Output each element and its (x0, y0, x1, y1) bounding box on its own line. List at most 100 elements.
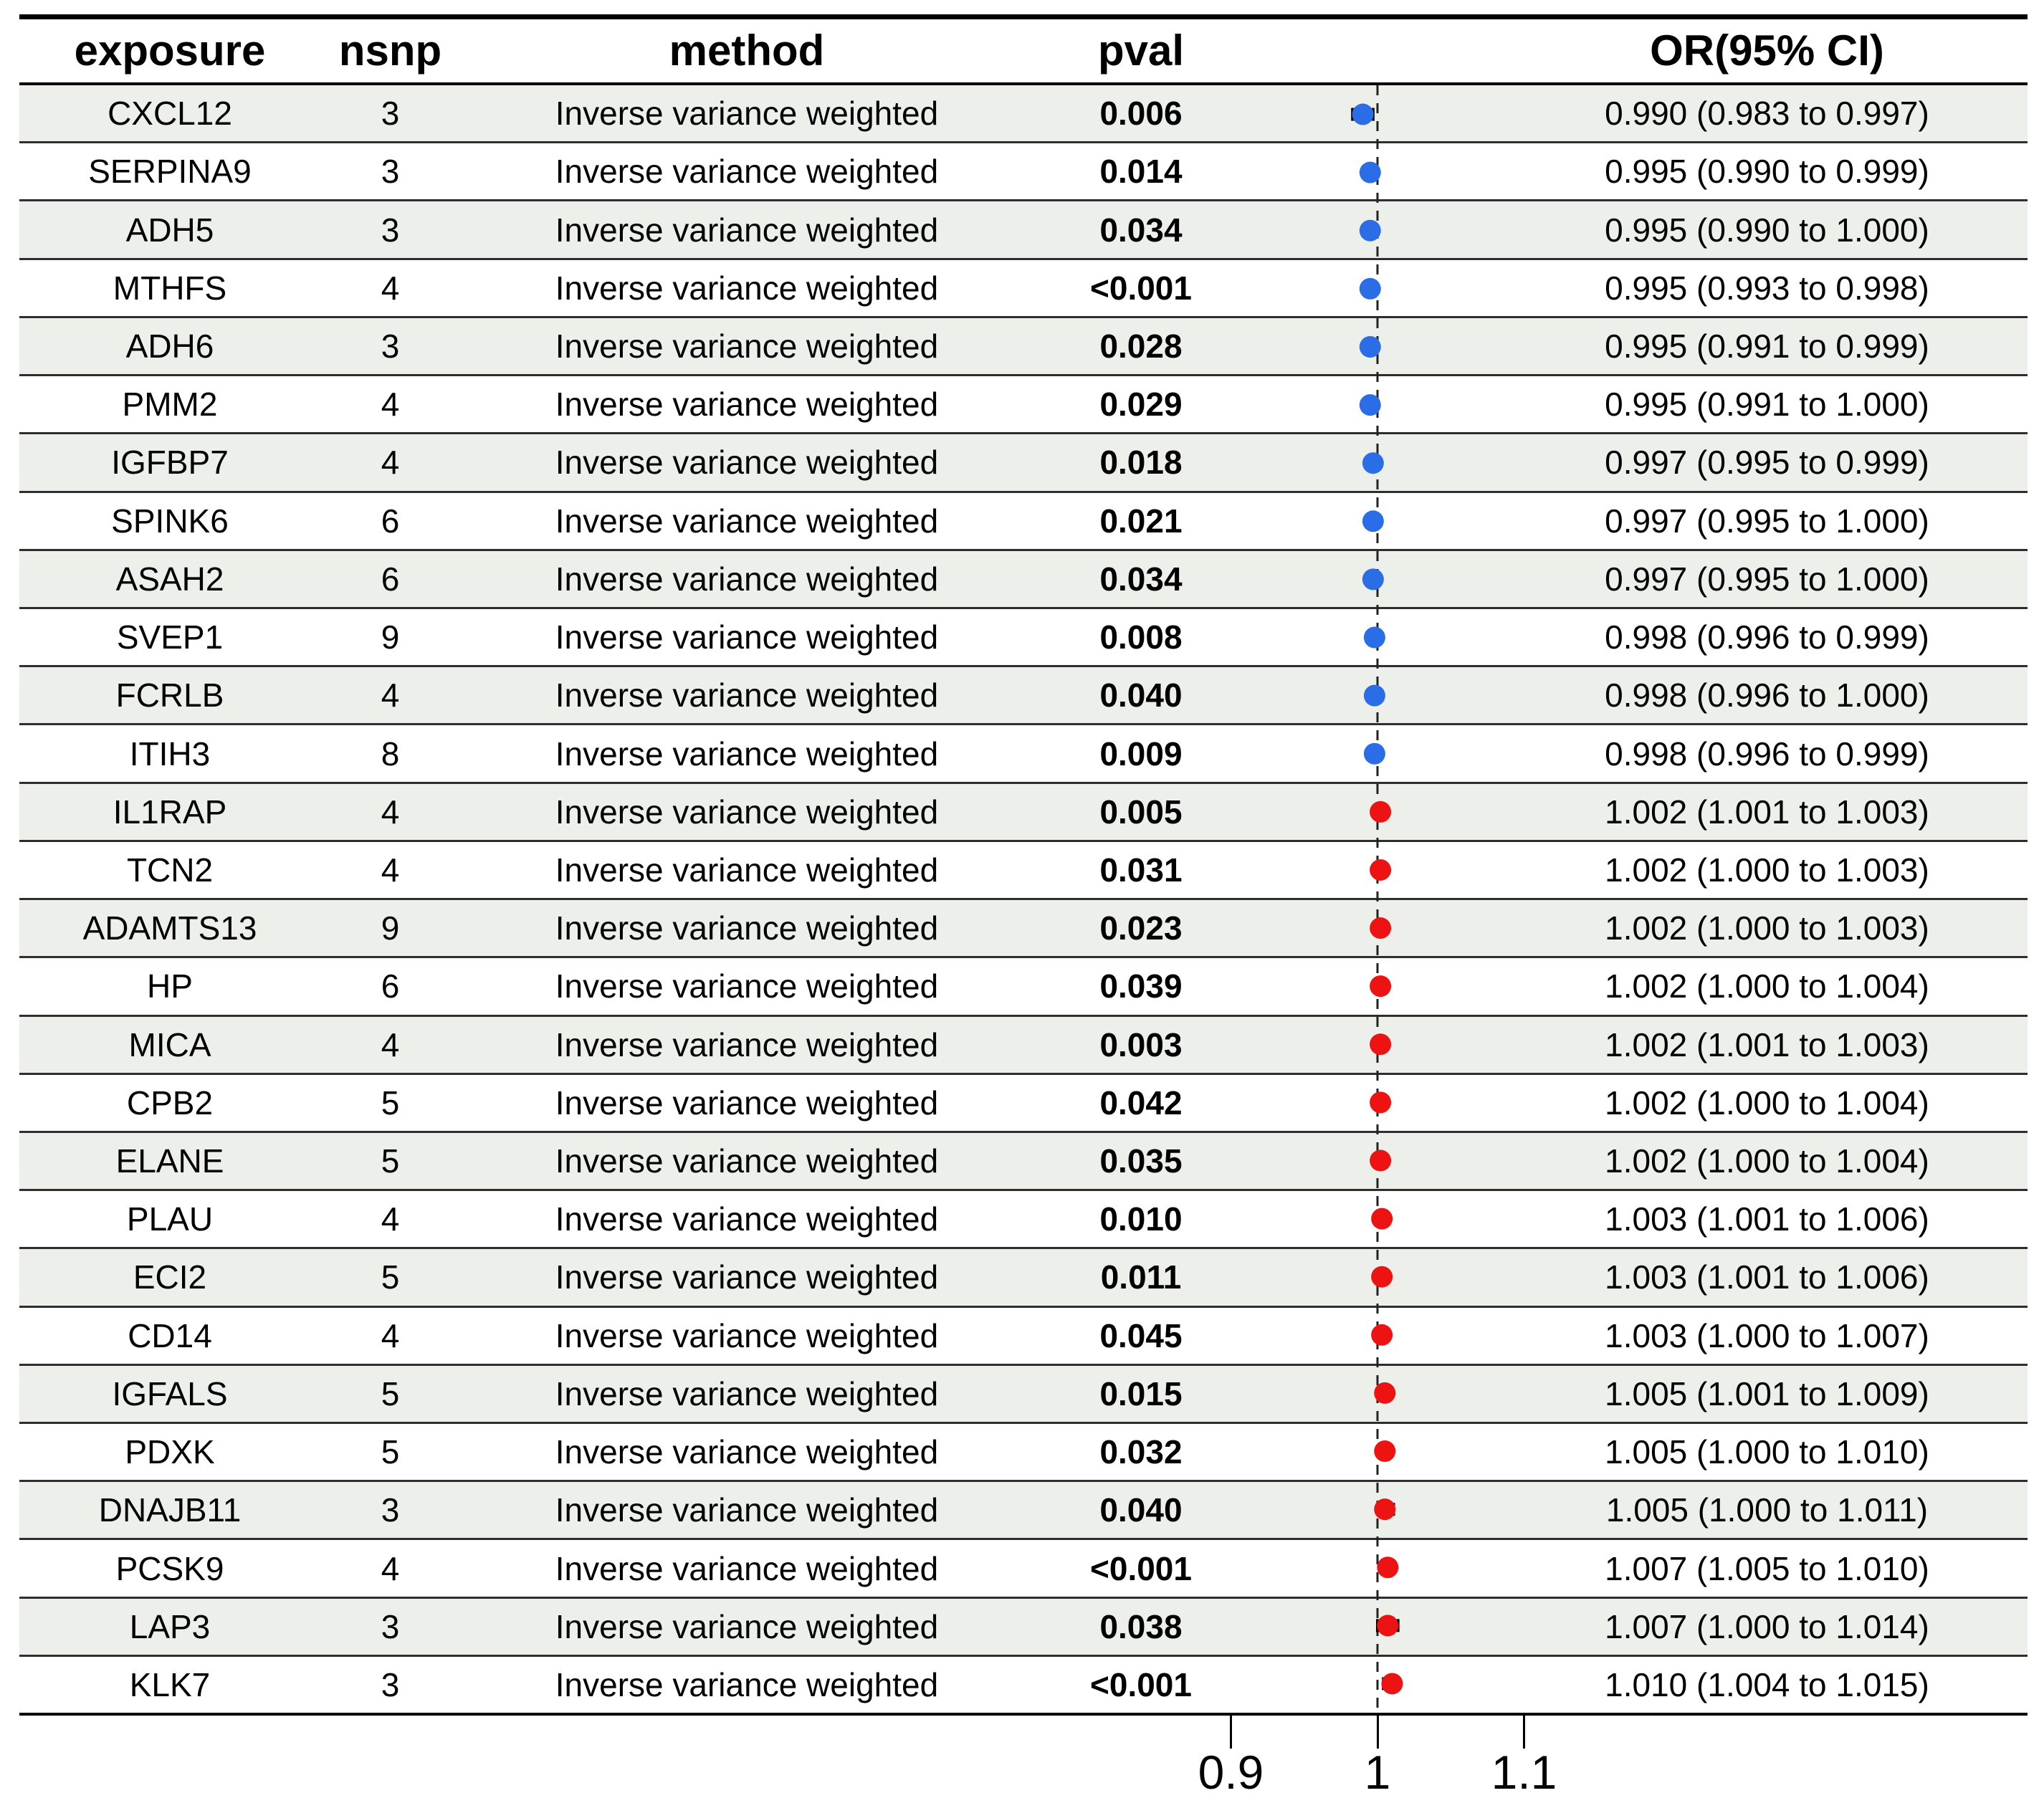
table-row: HP 6 Inverse variance weighted 0.039 1.002 (… (19, 956, 2028, 1015)
table-row: PLAU 4 Inverse variance weighted 0.010 1.003… (19, 1189, 2028, 1248)
cell-or-ci: 0.997 (0.995 to 0.999) (1605, 444, 1929, 482)
cell-pval: 0.038 (1099, 1607, 1183, 1645)
cell-or-ci: 0.998 (0.996 to 0.999) (1605, 618, 1929, 656)
table-row: SVEP1 9 Inverse variance weighted 0.008 0.99… (19, 606, 2028, 666)
cell-pval: 0.011 (1100, 1258, 1182, 1296)
cell-exposure: DNAJB11 (98, 1491, 242, 1529)
cell-or-ci: 0.995 (0.991 to 1.000) (1605, 386, 1929, 424)
cell-method: Inverse variance weighted (555, 1084, 939, 1122)
cell-exposure: KLK7 (129, 1666, 211, 1704)
cell-exposure: ADAMTS13 (82, 909, 257, 947)
cell-exposure: TCN2 (126, 851, 214, 889)
x-axis-tick-label: 1 (1364, 1746, 1391, 1798)
cell-or-ci: 0.995 (0.991 to 0.999) (1605, 327, 1929, 365)
cell-method: Inverse variance weighted (555, 211, 939, 249)
cell-or-ci: 0.990 (0.983 to 0.997) (1605, 95, 1929, 133)
cell-or-ci: 1.003 (1.001 to 1.006) (1605, 1200, 1929, 1238)
cell-pval: 0.014 (1099, 153, 1183, 191)
cell-or-ci: 0.998 (0.996 to 1.000) (1605, 676, 1929, 714)
cell-method: Inverse variance weighted (555, 1374, 939, 1412)
cell-exposure: SERPINA9 (88, 153, 252, 191)
cell-pval: 0.034 (1099, 560, 1183, 598)
cell-pval: 0.008 (1099, 618, 1183, 656)
table-row: PCSK9 4 Inverse variance weighted <0.001 1.0… (19, 1538, 2028, 1597)
cell-method: Inverse variance weighted (555, 95, 939, 133)
cell-pval: 0.039 (1099, 967, 1183, 1005)
table-row: MTHFS 4 Inverse variance weighted <0.001 0.9… (19, 257, 2028, 316)
cell-method: Inverse variance weighted (555, 793, 939, 831)
table-row: IGFALS 5 Inverse variance weighted 0.015 1.0… (19, 1363, 2028, 1422)
column-header-pval: pval (1097, 27, 1185, 75)
cell-nsnp: 4 (381, 851, 400, 889)
cell-nsnp: 4 (381, 444, 400, 482)
x-axis-tick-label: 1.1 (1491, 1746, 1557, 1798)
cell-or-ci: 1.007 (1.005 to 1.010) (1605, 1549, 1929, 1587)
cell-method: Inverse variance weighted (555, 1666, 939, 1704)
cell-method: Inverse variance weighted (555, 1549, 939, 1587)
cell-exposure: IGFALS (112, 1374, 228, 1412)
table-row: ADH6 3 Inverse variance weighted 0.028 0.995… (19, 315, 2028, 375)
cell-nsnp: 9 (381, 618, 400, 656)
cell-or-ci: 1.002 (1.000 to 1.004) (1605, 1142, 1929, 1180)
cell-or-ci: 1.010 (1.004 to 1.015) (1605, 1666, 1929, 1704)
cell-or-ci: 1.002 (1.001 to 1.003) (1605, 1025, 1929, 1063)
cell-method: Inverse variance weighted (555, 444, 939, 482)
cell-method: Inverse variance weighted (555, 909, 939, 947)
cell-exposure: PDXK (125, 1433, 215, 1471)
cell-or-ci: 1.003 (1.001 to 1.006) (1605, 1258, 1929, 1296)
table-row: PMM2 4 Inverse variance weighted 0.029 0.995… (19, 374, 2028, 433)
cell-pval: 0.028 (1099, 327, 1183, 365)
cell-exposure: LAP3 (129, 1607, 211, 1645)
cell-or-ci: 1.002 (1.001 to 1.003) (1605, 793, 1929, 831)
cell-nsnp: 3 (381, 327, 400, 365)
table-row: KLK7 3 Inverse variance weighted <0.001 1.01… (19, 1654, 2028, 1713)
cell-pval: 0.045 (1099, 1316, 1183, 1354)
cell-nsnp: 4 (381, 269, 400, 307)
header-separator-line (19, 82, 2028, 85)
cell-or-ci: 1.005 (1.000 to 1.010) (1605, 1433, 1929, 1471)
cell-pval: 0.015 (1099, 1374, 1183, 1412)
table-row: IL1RAP 4 Inverse variance weighted 0.005 1.0… (19, 781, 2028, 840)
table-row: ECI2 5 Inverse variance weighted 0.011 1.003… (19, 1247, 2028, 1306)
cell-or-ci: 0.998 (0.996 to 0.999) (1605, 735, 1929, 773)
table-bottom-border-axis-line (19, 1713, 2028, 1716)
cell-method: Inverse variance weighted (555, 1433, 939, 1471)
cell-nsnp: 3 (381, 95, 400, 133)
cell-pval: 0.031 (1099, 851, 1183, 889)
cell-method: Inverse variance weighted (555, 327, 939, 365)
x-axis-tick (1230, 1716, 1232, 1749)
cell-pval: 0.023 (1099, 909, 1183, 947)
cell-method: Inverse variance weighted (555, 851, 939, 889)
cell-exposure: PCSK9 (115, 1549, 224, 1587)
cell-nsnp: 6 (381, 502, 400, 540)
cell-method: Inverse variance weighted (555, 269, 939, 307)
cell-pval: <0.001 (1090, 269, 1192, 307)
cell-nsnp: 5 (381, 1258, 400, 1296)
cell-exposure: ADH6 (125, 327, 214, 365)
table-top-border (19, 14, 2028, 19)
cell-nsnp: 5 (381, 1142, 400, 1180)
cell-exposure: CPB2 (126, 1084, 214, 1122)
cell-pval: 0.035 (1099, 1142, 1183, 1180)
cell-pval: <0.001 (1090, 1666, 1192, 1704)
table-row: CD14 4 Inverse variance weighted 0.045 1.003… (19, 1305, 2028, 1364)
table-row: SERPINA9 3 Inverse variance weighted 0.014 0… (19, 141, 2028, 200)
cell-pval: 0.040 (1099, 676, 1183, 714)
table-row: CXCL12 3 Inverse variance weighted 0.006 0.9… (19, 85, 2028, 142)
cell-exposure: SVEP1 (116, 618, 224, 656)
cell-exposure: CD14 (128, 1316, 212, 1354)
cell-pval: 0.003 (1099, 1025, 1183, 1063)
cell-method: Inverse variance weighted (555, 502, 939, 540)
column-header-or-ci: OR(95% CI) (1650, 27, 1884, 75)
table-row: ASAH2 6 Inverse variance weighted 0.034 0.99… (19, 548, 2028, 607)
cell-pval: 0.029 (1099, 386, 1183, 424)
x-axis-tick-label: 0.9 (1198, 1746, 1264, 1798)
cell-pval: 0.018 (1099, 444, 1183, 482)
cell-method: Inverse variance weighted (555, 1025, 939, 1063)
cell-or-ci: 1.005 (1.000 to 1.011) (1605, 1491, 1929, 1529)
cell-nsnp: 3 (381, 211, 400, 249)
cell-method: Inverse variance weighted (555, 1200, 939, 1238)
cell-exposure: ADH5 (125, 211, 214, 249)
cell-method: Inverse variance weighted (555, 967, 939, 1005)
cell-nsnp: 5 (381, 1084, 400, 1122)
